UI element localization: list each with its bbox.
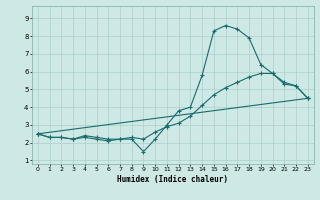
X-axis label: Humidex (Indice chaleur): Humidex (Indice chaleur)	[117, 175, 228, 184]
